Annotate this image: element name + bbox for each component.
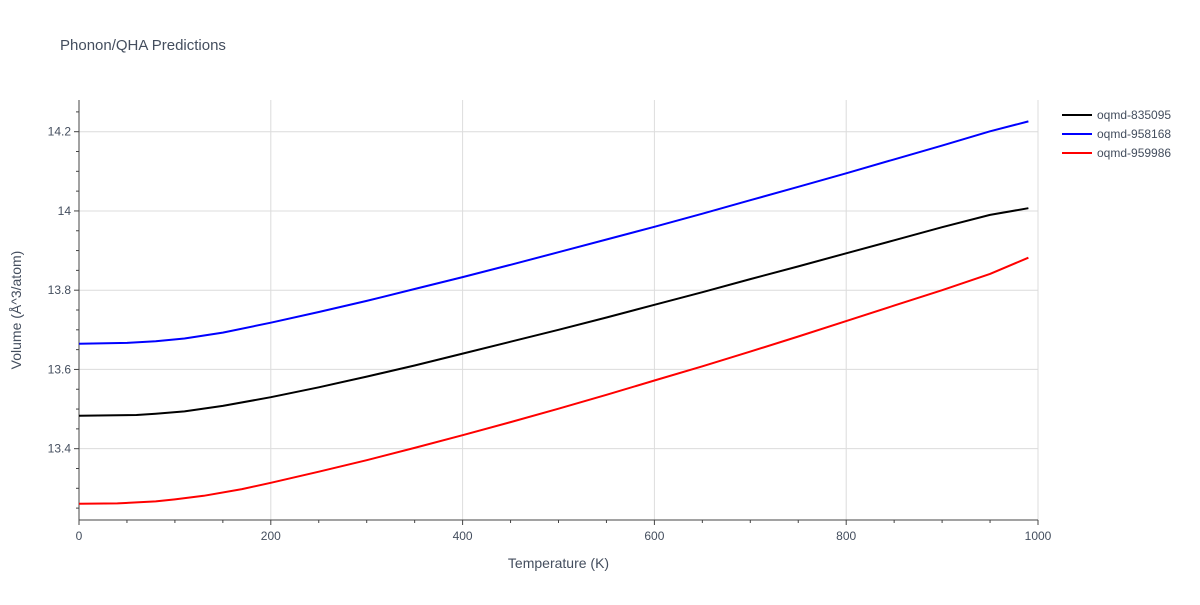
legend-label: oqmd-835095 [1097, 108, 1171, 122]
y-axis-title: Volume (Å^3/atom) [8, 251, 24, 370]
x-tick-label: 800 [836, 529, 856, 543]
legend-label: oqmd-958168 [1097, 127, 1171, 141]
y-tick-label: 13.4 [48, 442, 72, 456]
legend-label: oqmd-959986 [1097, 146, 1171, 160]
series-lines [78, 120, 1029, 505]
y-tick-label: 13.8 [48, 283, 72, 297]
series-line-oqmd-959986 [78, 256, 1029, 505]
grid-lines [79, 100, 1039, 520]
x-tick-label: 0 [76, 529, 83, 543]
legend-item-oqmd-958168[interactable]: oqmd-958168 [1062, 127, 1171, 141]
legend[interactable]: oqmd-835095 oqmd-958168 oqmd-959986 [1062, 108, 1171, 160]
chart-title: Phonon/QHA Predictions [60, 37, 226, 54]
x-tick-label: 200 [261, 529, 281, 543]
y-tick-label: 13.6 [48, 362, 72, 376]
series-line-oqmd-958168 [78, 120, 1029, 345]
x-axis-title: Temperature (K) [508, 555, 609, 571]
legend-item-oqmd-959986[interactable]: oqmd-959986 [1062, 146, 1171, 160]
x-tick-label: 400 [453, 529, 473, 543]
x-tick-label: 600 [644, 529, 664, 543]
legend-item-oqmd-835095[interactable]: oqmd-835095 [1062, 108, 1171, 122]
axes: 0 200 400 600 800 1000 13.4 13.6 13.8 14 14.2 [48, 100, 1052, 543]
y-tick-label: 14.2 [48, 125, 72, 139]
y-tick-label: 14 [58, 204, 72, 218]
x-tick-label: 1000 [1025, 529, 1052, 543]
series-line-oqmd-835095 [78, 207, 1029, 417]
